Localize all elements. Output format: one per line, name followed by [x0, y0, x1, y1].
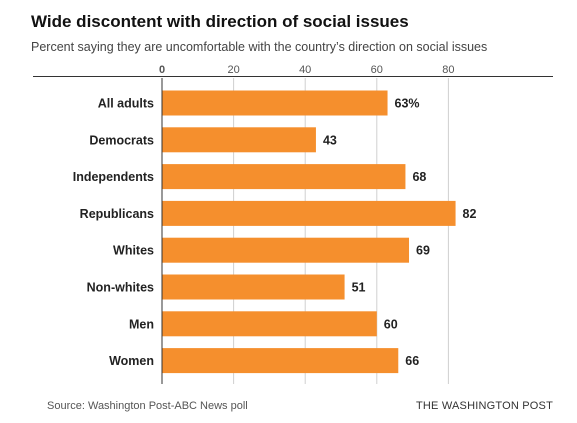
- source-note: Source: Washington Post-ABC News poll: [47, 400, 248, 412]
- value-label: 63%: [395, 97, 420, 111]
- top-rule: [33, 76, 553, 77]
- value-label: 66: [405, 354, 419, 368]
- bar: [162, 237, 410, 263]
- bars: [162, 90, 456, 374]
- category-label: Democrats: [89, 133, 154, 147]
- publisher-credit: THE WASHINGTON POST: [415, 400, 553, 412]
- bar: [162, 311, 377, 337]
- category-label: Men: [129, 317, 154, 331]
- category-labels: All adults Democrats Independents Republica…: [73, 97, 154, 369]
- value-label: 51: [352, 281, 366, 295]
- bar: [162, 90, 388, 116]
- chart-subtitle: Percent saying they are uncomfortable wi…: [31, 40, 488, 54]
- value-labels: 63% 43 68 82 69 51 60 66: [323, 97, 477, 369]
- x-tick-label: 80: [442, 64, 454, 76]
- bar: [162, 127, 316, 153]
- bar: [162, 164, 406, 190]
- x-tick-label: 20: [227, 64, 239, 76]
- value-label: 69: [416, 244, 430, 258]
- bar: [162, 348, 399, 374]
- category-label: Republicans: [80, 207, 154, 221]
- value-label: 60: [384, 317, 398, 331]
- value-label: 43: [323, 133, 337, 147]
- x-tick-label: 0: [159, 64, 165, 76]
- category-label: Non-whites: [87, 281, 154, 295]
- category-label: Women: [109, 354, 154, 368]
- category-label: Independents: [73, 170, 154, 184]
- x-tick-label: 40: [299, 64, 311, 76]
- value-label: 68: [412, 170, 426, 184]
- value-label: 82: [463, 207, 477, 221]
- bar: [162, 200, 456, 226]
- category-label: Whites: [113, 244, 154, 258]
- category-label: All adults: [98, 97, 154, 111]
- gridlines: [233, 78, 449, 384]
- bar: [162, 274, 345, 300]
- x-tick-labels: 0 20 40 60 80: [159, 64, 455, 76]
- x-tick-label: 60: [371, 64, 383, 76]
- chart-title: Wide discontent with direction of social…: [31, 12, 409, 31]
